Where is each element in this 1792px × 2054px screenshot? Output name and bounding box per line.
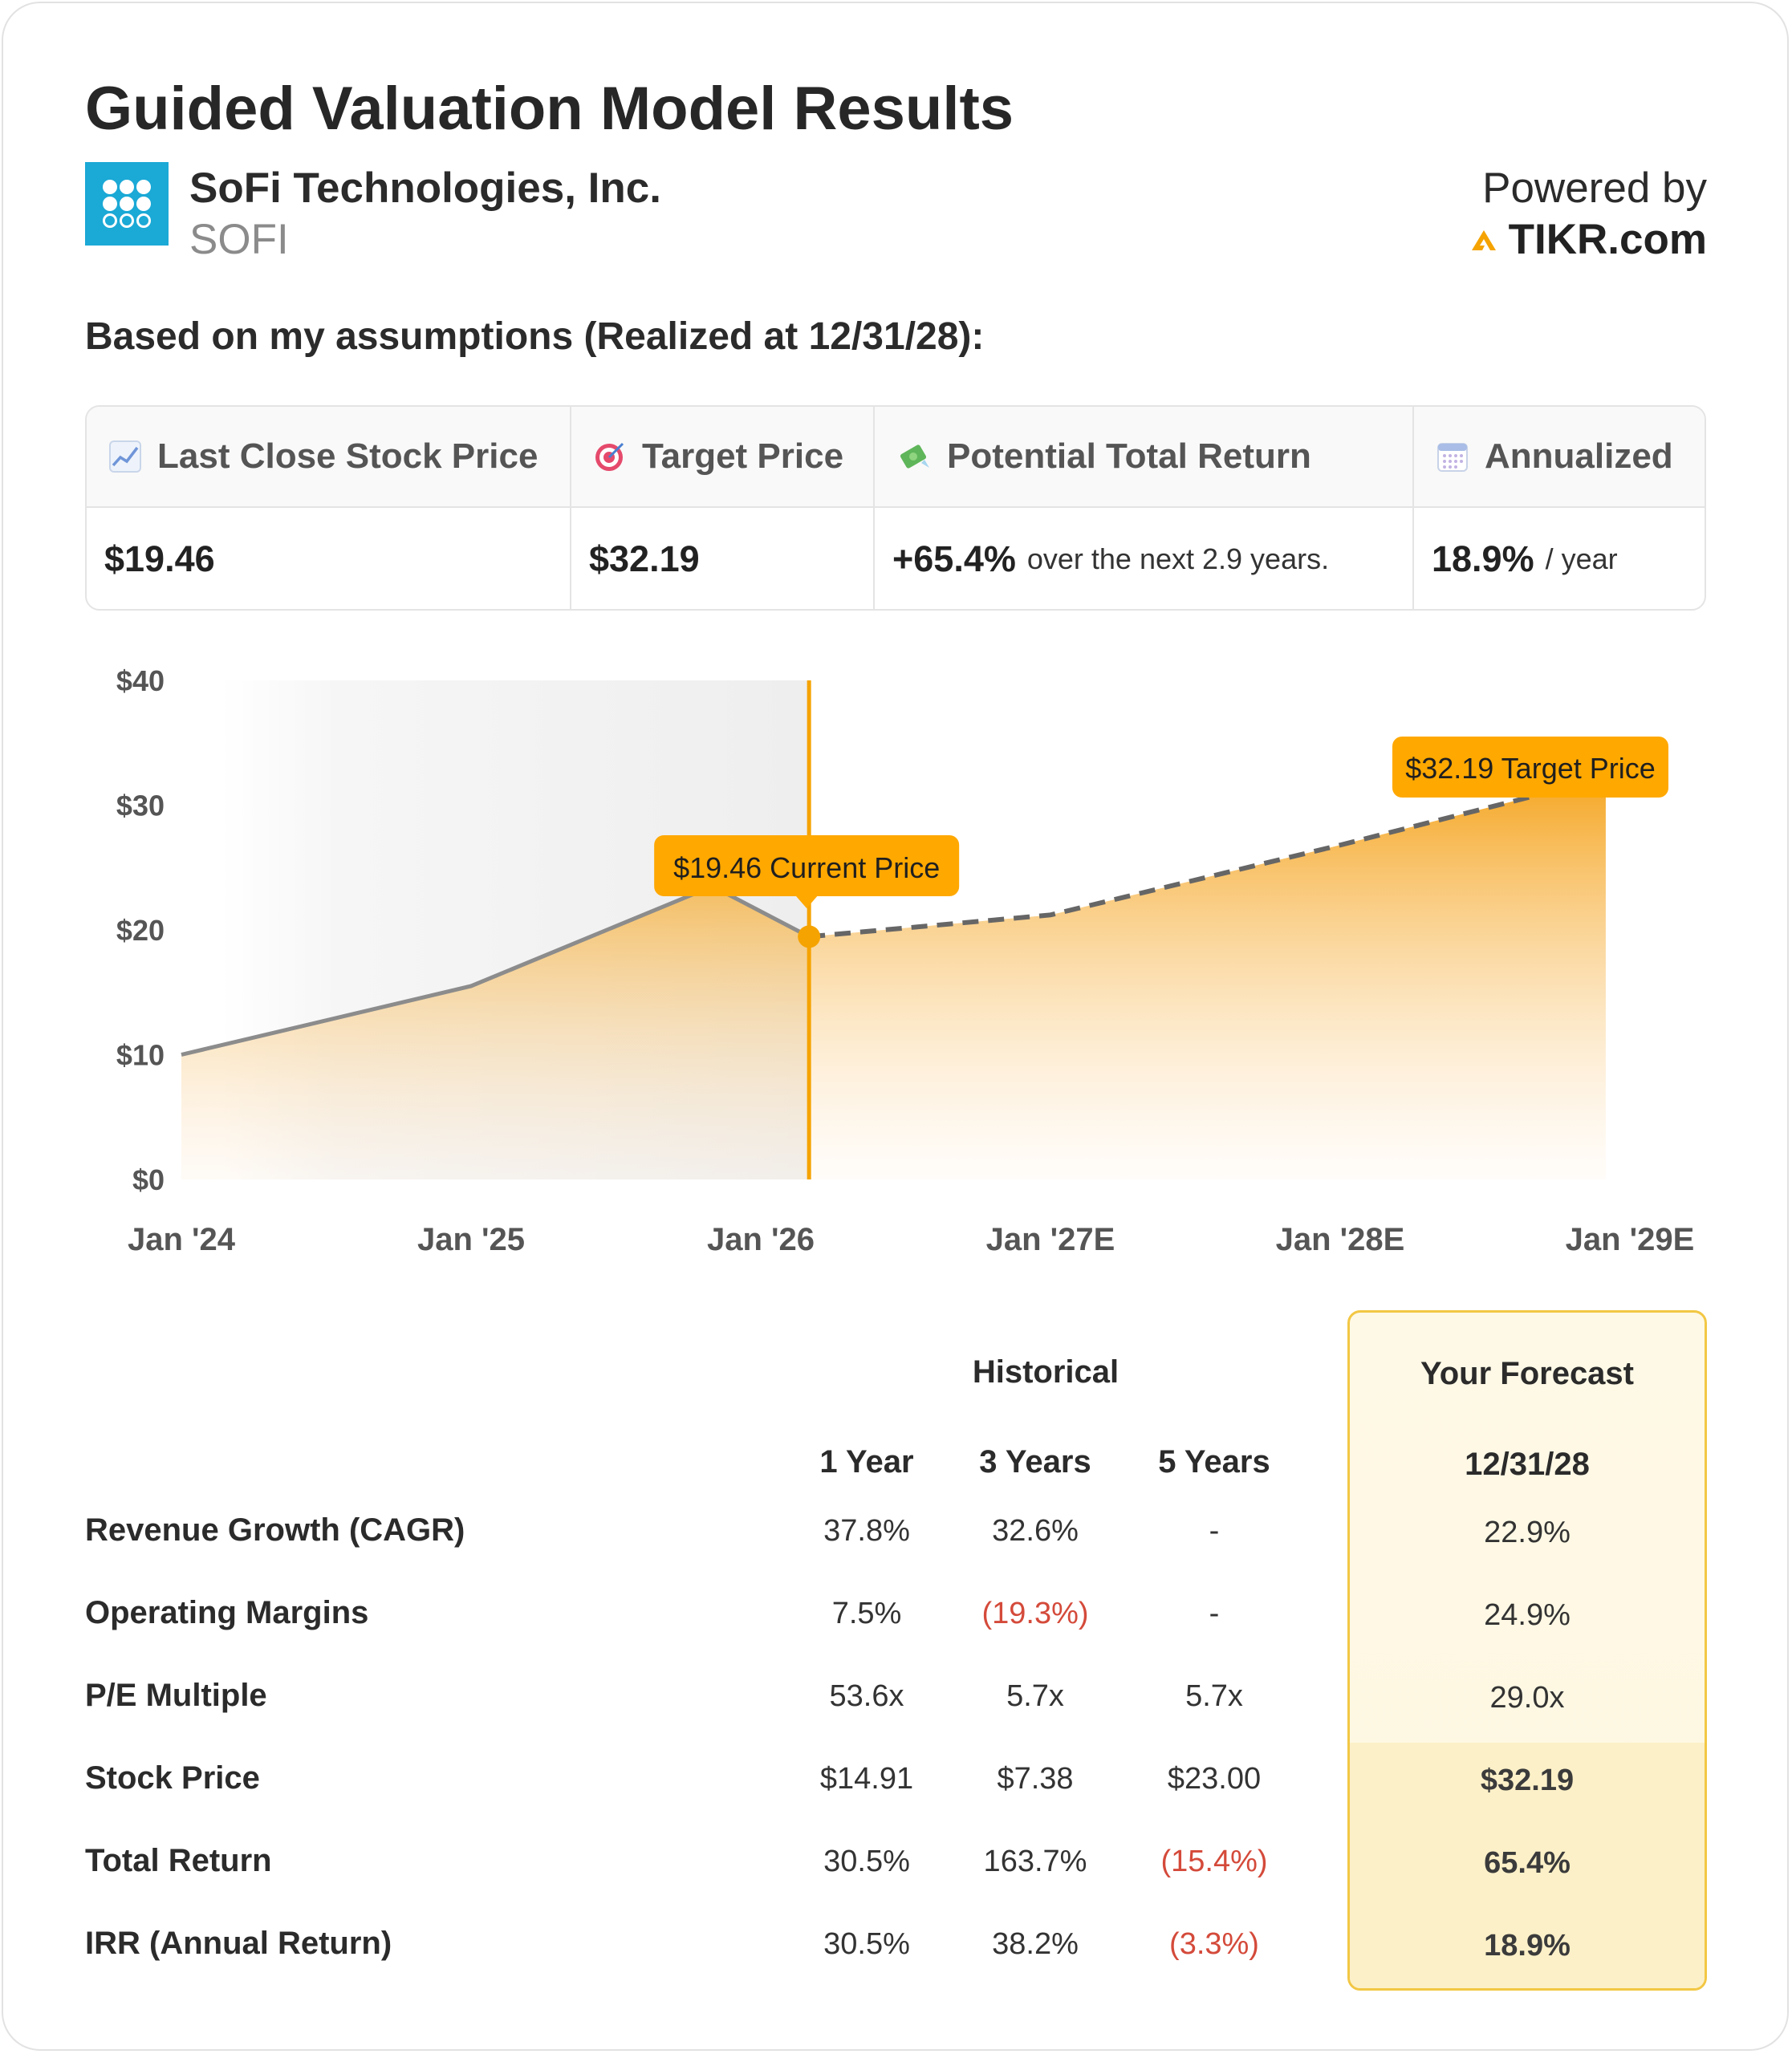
table-cell: 38.2% xyxy=(992,1927,1079,1961)
forecast-cell: $32.19 xyxy=(1480,1764,1575,1797)
metric-header: Annualized xyxy=(1414,407,1705,508)
metric-note: / year xyxy=(1545,542,1618,575)
forecast-cell: 29.0x xyxy=(1489,1681,1565,1715)
col-header-forecast-date: 12/31/28 xyxy=(1465,1447,1590,1482)
money-with-wings-icon xyxy=(900,444,929,469)
table-cell: 30.5% xyxy=(823,1845,910,1878)
row-label: Revenue Growth (CAGR) xyxy=(85,1512,465,1548)
tikr-logo-icon xyxy=(1471,229,1496,250)
metric-annualized: Annualized 18.9% / year xyxy=(1414,407,1705,609)
metric-label: Potential Total Return xyxy=(947,436,1311,476)
row-label: Operating Margins xyxy=(85,1595,369,1630)
metric-label: Target Price xyxy=(642,436,844,476)
page-title: Guided Valuation Model Results xyxy=(85,75,1014,143)
col-header-1-year: 1 Year xyxy=(819,1444,914,1480)
table-cell: $7.38 xyxy=(997,1762,1074,1796)
assumptions-subheading: Based on my assumptions (Realized at 12/… xyxy=(85,315,985,358)
metric-header: Potential Total Return xyxy=(875,407,1412,508)
table-cell: 7.5% xyxy=(831,1597,902,1630)
metric-last-close: Last Close Stock Price $19.46 xyxy=(87,407,571,609)
metric-label: Annualized xyxy=(1485,436,1673,476)
table-cell: - xyxy=(1209,1597,1220,1630)
company-logo xyxy=(85,162,169,246)
metric-value: 18.9% / year xyxy=(1414,508,1705,609)
row-label: P/E Multiple xyxy=(85,1678,267,1713)
powered-by-label: Powered by xyxy=(1482,164,1707,212)
table-cell: (15.4%) xyxy=(1160,1845,1268,1878)
forecast-results-highlight xyxy=(1350,1743,1705,1988)
table-cell: 53.6x xyxy=(829,1679,904,1713)
forecast-cell: 22.9% xyxy=(1484,1516,1571,1549)
target-icon xyxy=(595,442,624,471)
row-label: Total Return xyxy=(85,1843,272,1878)
historical-header: Historical xyxy=(972,1354,1119,1390)
table-cell: 30.5% xyxy=(823,1927,910,1961)
forecast-header: Your Forecast xyxy=(1420,1356,1634,1391)
table-cell: 163.7% xyxy=(983,1845,1087,1878)
metric-header: Last Close Stock Price xyxy=(87,407,570,508)
col-header-5-years: 5 Years xyxy=(1158,1444,1270,1480)
metric-value-text: $19.46 xyxy=(104,538,215,579)
forecast-cell: 18.9% xyxy=(1484,1929,1571,1963)
row-label: IRR (Annual Return) xyxy=(85,1926,392,1961)
metric-value-text: +65.4% xyxy=(892,538,1016,579)
company-name: SoFi Technologies, Inc. xyxy=(189,164,661,212)
metric-value: $32.19 xyxy=(571,508,891,609)
metric-header: Target Price xyxy=(571,407,873,508)
table-cell: 37.8% xyxy=(823,1514,910,1548)
table-cell: 5.7x xyxy=(1006,1679,1064,1713)
tikr-brand-text: TIKR.com xyxy=(1508,216,1707,263)
table-cell: $14.91 xyxy=(819,1762,914,1796)
metrics-table: Last Close Stock Price $19.46 Target Pri… xyxy=(85,405,1706,611)
col-header-3-years: 3 Years xyxy=(979,1444,1091,1480)
forecast-highlight xyxy=(1347,1310,1707,1991)
metric-value: +65.4% over the next 2.9 years. xyxy=(875,508,1430,609)
forecast-cell: 24.9% xyxy=(1484,1598,1571,1632)
table-cell: (3.3%) xyxy=(1169,1927,1259,1961)
metric-potential-return: Potential Total Return +65.4% over the n… xyxy=(875,407,1414,609)
metric-note: over the next 2.9 years. xyxy=(1026,542,1330,575)
metric-label: Last Close Stock Price xyxy=(157,436,538,476)
ticker-symbol: SOFI xyxy=(189,216,289,263)
tikr-brand[interactable]: TIKR.com xyxy=(1470,215,1707,264)
metric-value: $19.46 xyxy=(87,508,587,609)
chart-increasing-icon xyxy=(109,440,141,473)
metric-value-text: $32.19 xyxy=(589,538,700,579)
row-label: Stock Price xyxy=(85,1760,260,1796)
table-cell: (19.3%) xyxy=(981,1597,1089,1630)
metric-value-text: 18.9% xyxy=(1432,538,1534,579)
forecast-cell: 65.4% xyxy=(1484,1846,1571,1880)
table-cell: 5.7x xyxy=(1185,1679,1243,1713)
table-cell: - xyxy=(1209,1514,1220,1548)
table-cell: $23.00 xyxy=(1167,1762,1262,1796)
metric-target-price: Target Price $32.19 xyxy=(571,407,875,609)
calendar-icon xyxy=(1437,443,1468,472)
table-cell: 32.6% xyxy=(992,1514,1079,1548)
